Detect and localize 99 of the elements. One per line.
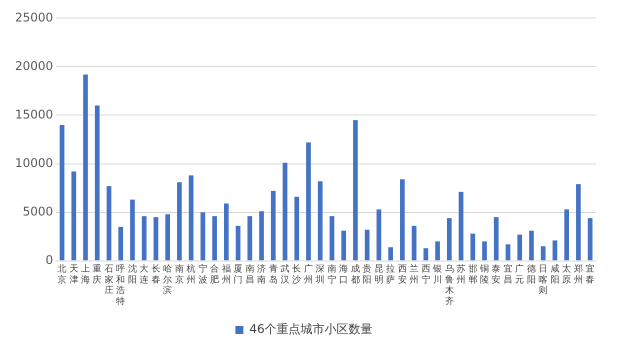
bar — [388, 247, 393, 260]
x-tick-label: 兰州 — [410, 264, 419, 286]
x-tick-label: 昆明 — [374, 264, 384, 286]
x-tick-label: 铜陵 — [479, 264, 490, 286]
bar — [517, 234, 522, 260]
y-tick-label: 20000 — [14, 58, 54, 73]
bar — [423, 248, 428, 260]
x-tick-label: 日喀则 — [538, 264, 548, 296]
bar — [60, 124, 64, 260]
bar — [294, 196, 300, 260]
bar — [94, 106, 100, 260]
x-tick-label: 合肥 — [210, 264, 220, 286]
x-tick-label: 上海 — [81, 264, 90, 286]
x-tick-label: 广州 — [304, 264, 313, 286]
x-tick-label: 成都 — [350, 264, 360, 286]
bar — [506, 244, 510, 260]
bar — [306, 142, 311, 260]
x-tick-label: 邯郸 — [468, 264, 478, 286]
bar — [154, 217, 158, 260]
bar — [212, 216, 217, 260]
bar — [330, 216, 334, 260]
x-tick-label: 广元 — [515, 264, 524, 286]
y-tick-label: 10000 — [14, 156, 54, 170]
bar — [142, 216, 147, 260]
x-tick-label: 咸阳 — [550, 264, 560, 286]
bar — [188, 175, 194, 260]
x-tick-label: 南昌 — [245, 264, 254, 286]
x-tick-label: 福州 — [222, 264, 231, 286]
y-tick-label: 0 — [46, 252, 54, 267]
x-tick-label: 苏州 — [456, 264, 466, 286]
bar — [412, 226, 416, 260]
bar — [318, 181, 323, 260]
x-tick-label: 青岛 — [268, 264, 278, 286]
x-tick-label: 大连 — [140, 264, 149, 286]
x-tick-label: 太原 — [562, 264, 572, 286]
bar — [177, 182, 182, 260]
bar — [282, 162, 288, 260]
x-tick-label: 宁波 — [198, 264, 208, 286]
x-tick-label: 重庆 — [92, 264, 102, 286]
x-tick-label: 郑州 — [574, 264, 583, 286]
bar — [376, 209, 382, 260]
x-tick-label: 宜昌 — [503, 264, 512, 286]
x-tick-label: 德阳 — [526, 264, 536, 286]
bar — [341, 230, 346, 260]
bar — [482, 241, 487, 260]
bar — [564, 209, 570, 260]
bar — [259, 211, 264, 260]
bar — [364, 230, 370, 260]
bar — [165, 214, 170, 260]
bar — [552, 240, 558, 260]
x-tick-label: 厦门 — [234, 264, 243, 286]
bar — [576, 184, 581, 260]
bar — [470, 234, 476, 260]
y-tick-label: 15000 — [14, 107, 54, 122]
x-tick-label: 西安 — [398, 264, 407, 286]
x-tick-label: 长沙 — [292, 264, 302, 286]
x-tick-label: 武汉 — [280, 264, 290, 286]
bar — [494, 217, 499, 260]
bar — [236, 226, 240, 260]
x-tick-label: 长春 — [151, 264, 160, 286]
x-tick-label: 深圳 — [314, 264, 325, 286]
x-tick-label: 石家庄 — [104, 264, 114, 296]
bar — [458, 192, 464, 260]
x-tick-label: 乌鲁木齐 — [444, 264, 454, 307]
x-tick-label: 宜春 — [586, 264, 595, 286]
x-tick-label: 济南 — [257, 264, 266, 286]
bar — [400, 179, 405, 260]
x-tick-label: 沈阳 — [128, 264, 137, 286]
y-tick-label: 5000 — [22, 204, 54, 218]
bar — [247, 216, 252, 260]
bar — [118, 226, 124, 260]
y-tick-label: 25000 — [14, 10, 54, 24]
x-tick-label: 贵阳 — [362, 264, 372, 286]
bar — [83, 74, 88, 260]
bar — [529, 230, 534, 260]
x-tick-label: 北京 — [58, 264, 67, 286]
bar — [353, 120, 358, 260]
x-tick-label: 杭州 — [186, 264, 196, 286]
bar — [270, 190, 276, 260]
x-tick-label: 西宁 — [421, 264, 430, 286]
bar — [446, 218, 452, 260]
bar — [540, 246, 546, 260]
x-tick-label: 泰安 — [492, 264, 501, 286]
x-tick-label: 银川 — [432, 264, 442, 286]
bar — [435, 241, 440, 260]
x-tick-label: 南宁 — [327, 264, 336, 286]
bar — [106, 186, 112, 260]
x-tick-label: 拉萨 — [386, 264, 396, 286]
bar — [71, 172, 76, 260]
x-tick-label: 天津 — [69, 264, 78, 286]
x-tick-label: 哈尔滨 — [163, 264, 172, 296]
bar — [588, 218, 592, 260]
x-tick-label: 南京 — [174, 264, 184, 286]
bar — [200, 212, 206, 260]
bar — [224, 204, 229, 260]
x-tick-label: 海口 — [339, 264, 348, 286]
x-tick-label: 呼和浩特 — [116, 264, 126, 307]
bar — [130, 200, 135, 260]
legend-label: 46个重点城市小区数量 — [249, 322, 373, 336]
